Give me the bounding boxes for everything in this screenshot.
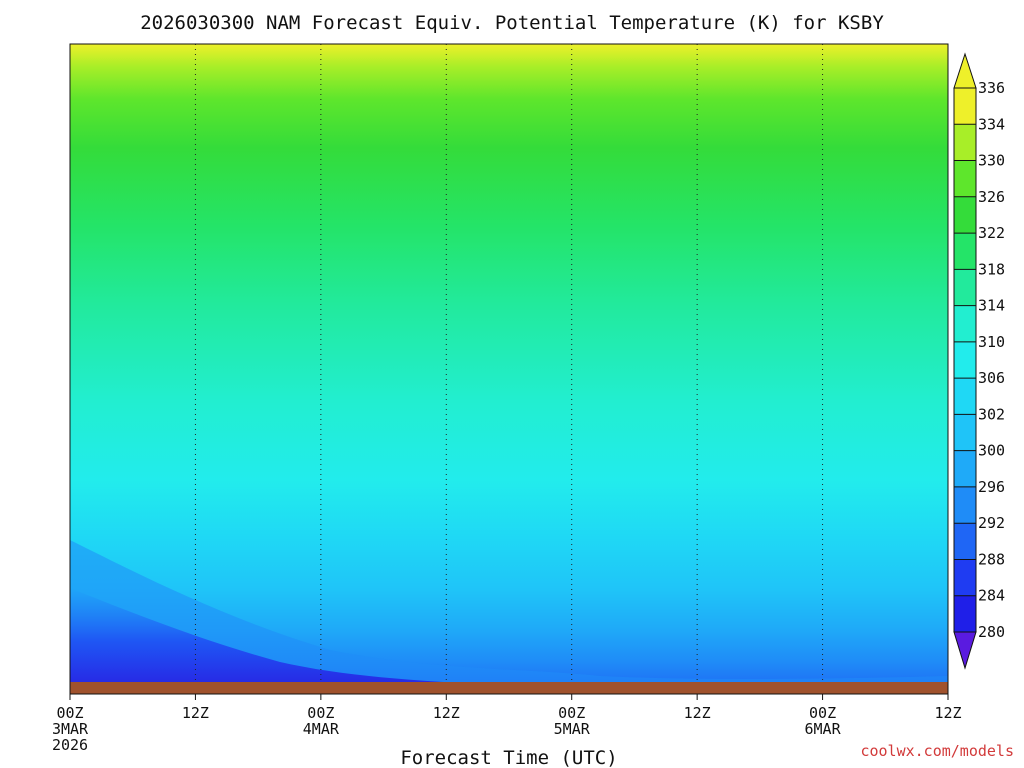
colorbar-segment [954, 341, 976, 379]
colorbar-label: 314 [978, 297, 1005, 315]
colorbar-segment [954, 160, 976, 198]
colorbar-label: 334 [978, 115, 1005, 133]
colorbar-label: 306 [978, 369, 1005, 387]
colorbar-segment [954, 378, 976, 415]
colorbar-segment [954, 233, 976, 270]
colorbar-label: 280 [978, 623, 1005, 641]
x-tick-label: 4MAR [303, 720, 340, 738]
colorbar-segment [954, 269, 976, 307]
x-tick-label: 5MAR [554, 720, 591, 738]
x-tick-label: 12Z [934, 704, 961, 722]
colorbar-segment [954, 88, 976, 125]
colorbar-segment [954, 414, 976, 452]
x-tick-label: 00Z [809, 704, 836, 722]
colorbar-segment [954, 523, 976, 560]
colorbar-segment [954, 450, 976, 488]
colorbar-segment [954, 559, 976, 597]
colorbar-segment [954, 595, 976, 633]
colorbar: 336 334 330 326 322 318 314 310 306 302 300 296 292 2… [953, 52, 1005, 670]
chart-title: 2026030300 NAM Forecast Equiv. Potential… [140, 12, 884, 34]
colorbar-label: 288 [978, 550, 1005, 568]
ground-surface [70, 682, 948, 694]
x-tick-label: 12Z [433, 704, 460, 722]
colorbar-label: 310 [978, 333, 1005, 351]
colorbar-top-arrow [953, 52, 977, 89]
theta-e-field [70, 44, 948, 694]
colorbar-label: 330 [978, 152, 1005, 170]
colorbar-segment [954, 486, 976, 524]
colorbar-segment [954, 196, 976, 234]
lowest-theta-e-wedge [70, 588, 948, 694]
x-tick-label: 3MAR [52, 720, 89, 738]
x-axis-label: Forecast Time (UTC) [400, 747, 617, 768]
colorbar-label: 284 [978, 587, 1005, 605]
x-tick-label: 00Z [558, 704, 585, 722]
colorbar-label: 300 [978, 442, 1005, 460]
colorbar-label: 318 [978, 260, 1005, 278]
colorbar-label: 296 [978, 478, 1005, 496]
x-tick-label: 12Z [684, 704, 711, 722]
grid-lines [194, 44, 824, 694]
colorbar-bottom-arrow [953, 631, 977, 670]
colorbar-label: 322 [978, 224, 1005, 242]
colorbar-label: 302 [978, 405, 1005, 423]
x-tick-label: 00Z [56, 704, 83, 722]
credit-text: coolwx.com/models [860, 742, 1014, 760]
colorbar-label: 326 [978, 188, 1005, 206]
x-tick-label: 00Z [307, 704, 334, 722]
colorbar-segment [954, 124, 976, 162]
x-tick-label: 12Z [182, 704, 209, 722]
colorbar-label: 292 [978, 514, 1005, 532]
colorbar-segment [954, 305, 976, 343]
low-theta-e-wedge [70, 540, 948, 694]
colorbar-label: 336 [978, 79, 1005, 97]
x-tick-label: 6MAR [805, 720, 842, 738]
x-tick-label: 2026 [52, 736, 88, 754]
